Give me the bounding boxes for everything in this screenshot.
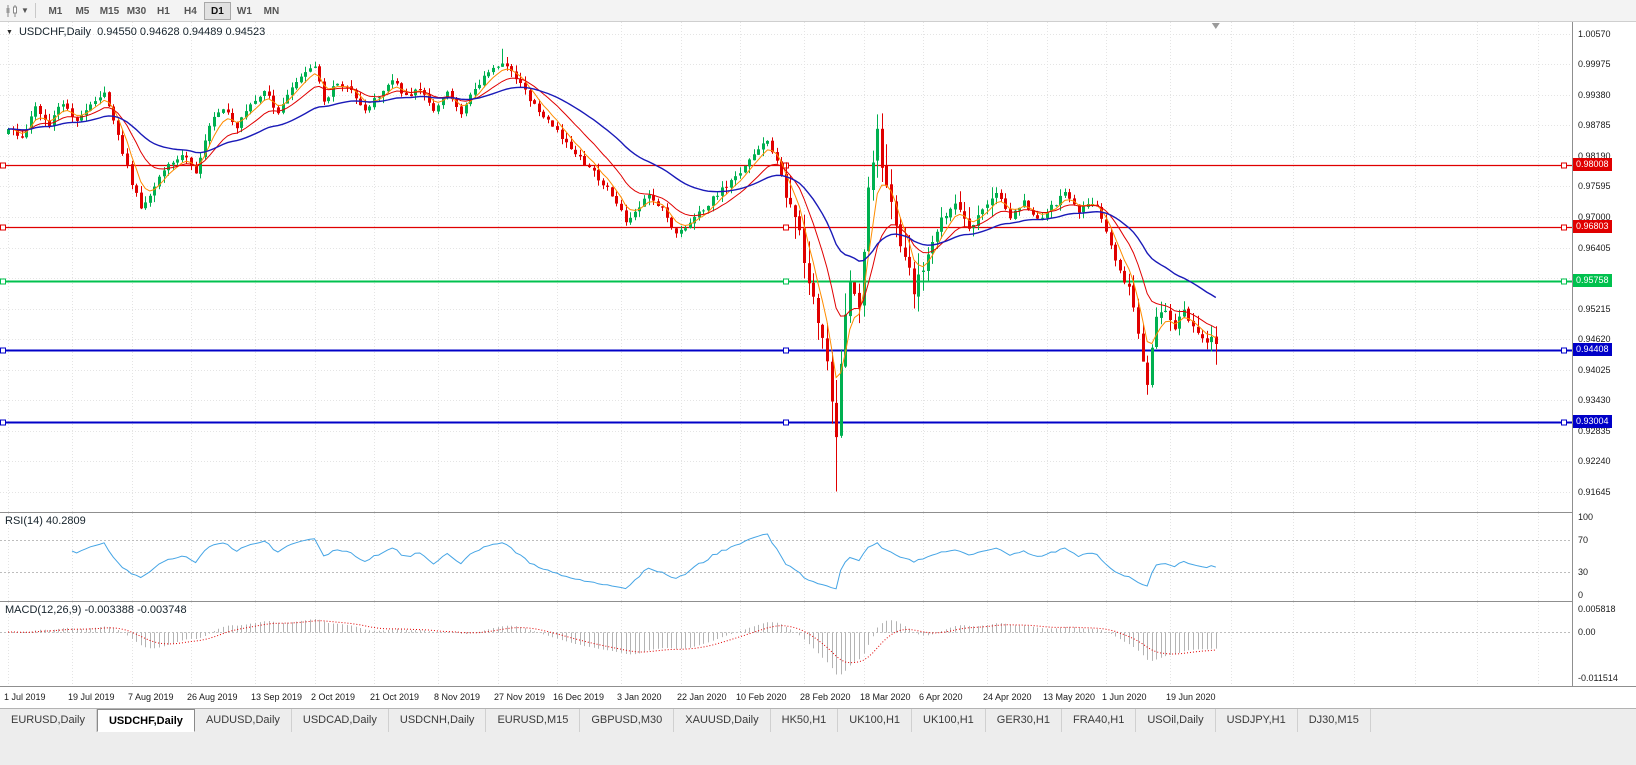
timeframe-toolbar: ▼ M1 M5 M15 M30 H1 H4 D1 W1 MN: [0, 0, 1636, 22]
chart-tab-hk50-h1[interactable]: HK50,H1: [771, 709, 839, 732]
time-axis-label: 3 Jan 2020: [617, 692, 662, 702]
rsi-canvas: [0, 513, 1572, 601]
macd-axis-label: 0.005818: [1578, 604, 1616, 614]
time-axis-label: 1 Jun 2020: [1102, 692, 1147, 702]
chart-type-dropdown-icon[interactable]: ▼: [21, 6, 29, 15]
time-axis-label: 1 Jul 2019: [4, 692, 46, 702]
rsi-label: RSI(14) 40.2809: [5, 515, 86, 527]
price-axis-label: 0.95215: [1578, 304, 1611, 314]
time-axis-label: 22 Jan 2020: [677, 692, 727, 702]
level-price-tag: 0.95758: [1573, 274, 1612, 287]
timeframe-button-m5[interactable]: M5: [75, 5, 90, 17]
timeframe-button-m1[interactable]: M1: [48, 5, 63, 17]
chart-symbol-label: USDCHF,Daily: [18, 26, 92, 38]
timeframe-button-mn[interactable]: MN: [263, 5, 280, 17]
timeframe-button-m30[interactable]: M30: [126, 5, 147, 17]
timeframe-button-d1[interactable]: D1: [203, 1, 231, 20]
chart-title: ▼ USDCHF,Daily 0.94550 0.94628 0.94489 0…: [6, 26, 265, 38]
chart-shift-marker[interactable]: [1211, 23, 1220, 29]
level-price-tag: 0.96803: [1573, 220, 1612, 233]
price-axis-label: 1.00570: [1578, 29, 1611, 39]
chart-tab-usdcad-daily[interactable]: USDCAD,Daily: [292, 709, 389, 732]
macd-panel[interactable]: MACD(12,26,9) -0.003388 -0.003748: [0, 601, 1572, 686]
chart-tab-gbpusd-m30[interactable]: GBPUSD,M30: [580, 709, 675, 732]
chart-tab-usoil-daily[interactable]: USOil,Daily: [1136, 709, 1216, 732]
time-axis-label: 19 Jun 2020: [1166, 692, 1216, 702]
timeframe-button-h1[interactable]: H1: [157, 5, 170, 17]
level-price-tag: 0.98008: [1573, 158, 1612, 171]
chart-tab-uk100-h1[interactable]: UK100,H1: [838, 709, 913, 732]
chart-tab-usdjpy-h1[interactable]: USDJPY,H1: [1216, 709, 1298, 732]
chart-tab-xauusd-daily[interactable]: XAUUSD,Daily: [674, 709, 771, 732]
price-axis-label: 0.93430: [1578, 395, 1611, 405]
timeframe-buttons: M1 M5 M15 M30 H1 H4 D1 W1 MN: [42, 1, 285, 20]
rsi-axis-label: 0: [1578, 590, 1584, 600]
time-axis-label: 27 Nov 2019: [494, 692, 546, 702]
macd-label: MACD(12,26,9) -0.003388 -0.003748: [5, 604, 187, 616]
level-price-tag: 0.94408: [1573, 343, 1612, 356]
time-axis-label: 19 Jul 2019: [68, 692, 115, 702]
macd-axis-label: -0.011514: [1578, 673, 1618, 683]
price-axis-label: 0.97000: [1578, 212, 1611, 222]
macd-histogram: [8, 619, 1217, 675]
chart-tab-eurusd-m15[interactable]: EURUSD,M15: [486, 709, 581, 732]
main-chart-canvas: [0, 22, 1572, 512]
price-axis-label: 0.98190: [1578, 151, 1611, 161]
price-axis-label: 0.98785: [1578, 120, 1611, 130]
chart-tab-eurusd-daily[interactable]: EURUSD,Daily: [0, 709, 97, 732]
time-axis-label: 6 Apr 2020: [919, 692, 963, 702]
chart-tab-ger30-h1[interactable]: GER30,H1: [986, 709, 1062, 732]
timeframe-button-w1[interactable]: W1: [236, 5, 252, 17]
price-axis-label: 0.96405: [1578, 243, 1611, 253]
chart-tab-bar: EURUSD,Daily USDCHF,Daily AUDUSD,Daily USDC…: [0, 708, 1636, 732]
timeframe-button-m15[interactable]: M15: [99, 5, 120, 17]
time-axis[interactable]: 1 Jul 2019 19 Jul 2019 7 Aug 2019 26 Aug 20…: [0, 686, 1636, 708]
time-axis-label: 24 Apr 2020: [983, 692, 1032, 702]
price-axis-label: 0.99380: [1578, 90, 1611, 100]
time-axis-label: 13 Sep 2019: [251, 692, 303, 702]
time-axis-label: 2 Oct 2019: [311, 692, 356, 702]
price-axis-label: 0.97595: [1578, 181, 1611, 191]
price-axis-label: 0.91645: [1578, 487, 1611, 497]
level-price-tag: 0.93004: [1573, 415, 1612, 428]
candlestick-chart-icon[interactable]: [4, 4, 20, 18]
price-axis-label: 0.94620: [1578, 334, 1611, 344]
price-axis-label: 0.94025: [1578, 365, 1611, 375]
chart-tab-usdchf-daily[interactable]: USDCHF,Daily: [96, 709, 195, 732]
timeframe-button-h4[interactable]: H4: [184, 5, 197, 17]
rsi-axis-label: 30: [1578, 567, 1589, 577]
time-axis-label: 21 Oct 2019: [370, 692, 420, 702]
time-axis-label: 16 Dec 2019: [553, 692, 605, 702]
time-axis-label: 10 Feb 2020: [736, 692, 787, 702]
price-scale[interactable]: 1.00570 0.99975 0.99380 0.98785 0.98190 0.975…: [1572, 22, 1636, 686]
time-axis-label: 7 Aug 2019: [128, 692, 174, 702]
price-axis-label: 0.99975: [1578, 59, 1611, 69]
macd-axis-label: 0.00: [1578, 627, 1596, 637]
main-chart-panel[interactable]: ▼ USDCHF,Daily 0.94550 0.94628 0.94489 0…: [0, 22, 1572, 512]
time-axis-label: 8 Nov 2019: [434, 692, 481, 702]
chart-tab-uk100-h1[interactable]: UK100,H1: [912, 709, 986, 732]
chart-tab-usdcnh-daily[interactable]: USDCNH,Daily: [389, 709, 487, 732]
candles: [7, 48, 1218, 492]
chart-ohlc-values: 0.94550 0.94628 0.94489 0.94523: [97, 26, 266, 38]
time-axis-label: 26 Aug 2019: [187, 692, 238, 702]
time-axis-label: 18 Mar 2020: [860, 692, 911, 702]
time-axis-label: 28 Feb 2020: [800, 692, 851, 702]
chart-tab-dj30-m15[interactable]: DJ30,M15: [1298, 709, 1371, 732]
time-axis-label: 13 May 2020: [1043, 692, 1096, 702]
chart-tab-fra40-h1[interactable]: FRA40,H1: [1062, 709, 1137, 732]
rsi-axis-label: 100: [1578, 512, 1594, 522]
one-click-trading-icon[interactable]: ▼: [6, 28, 13, 36]
rsi-panel[interactable]: RSI(14) 40.2809: [0, 512, 1572, 601]
rsi-axis-label: 70: [1578, 535, 1589, 545]
toolbar-separator: [34, 3, 36, 18]
price-axis-label: 0.92835: [1578, 426, 1611, 436]
price-axis-label: 0.92240: [1578, 456, 1611, 466]
bottom-filler: [0, 732, 1636, 765]
chart-tab-audusd-daily[interactable]: AUDUSD,Daily: [195, 709, 292, 732]
macd-canvas: [0, 602, 1572, 686]
